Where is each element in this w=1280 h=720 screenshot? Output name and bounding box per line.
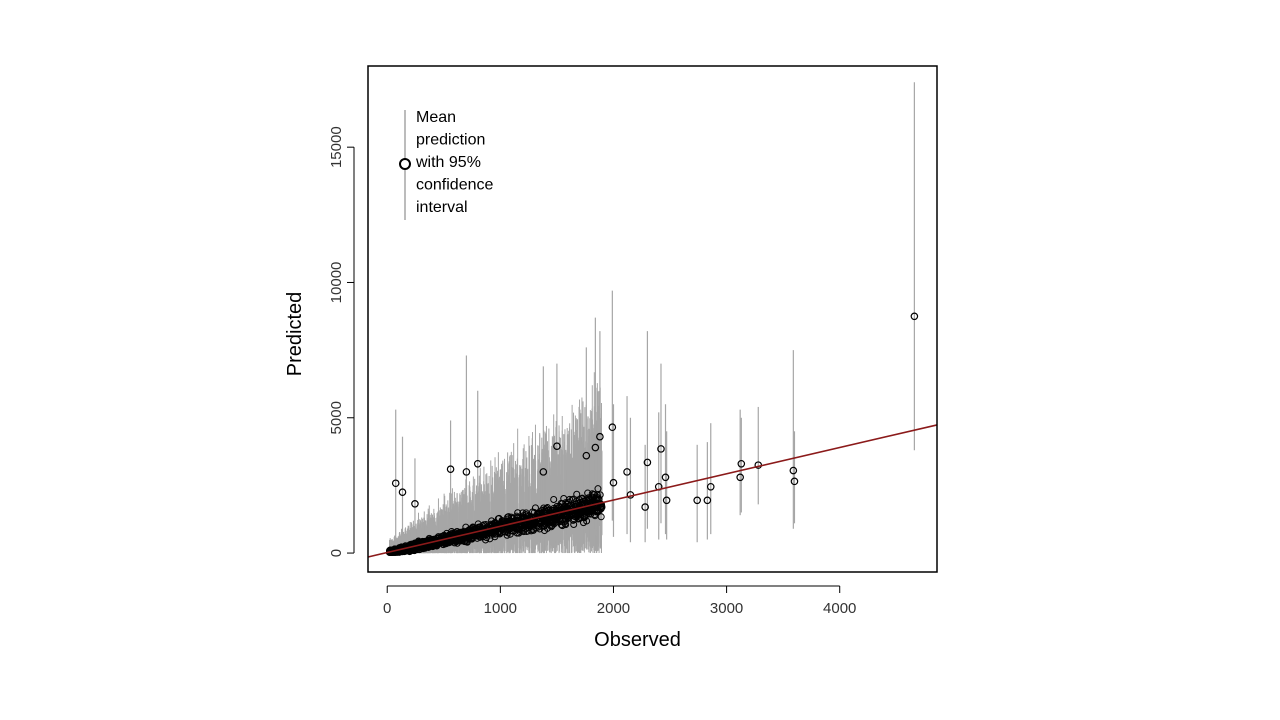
data-point [513,512,521,520]
data-point [609,478,618,487]
data-point [442,537,450,545]
data-point [597,513,605,521]
data-point [643,458,652,467]
data-point [582,451,591,460]
data-point [539,468,548,476]
x-tick-label: 0 [383,600,391,617]
data-point [446,465,455,473]
data-point [587,510,595,518]
data-point [462,468,471,476]
data-point [468,525,476,533]
data-point [504,525,512,533]
data-point [588,493,596,501]
data-point [576,496,584,504]
data-point [500,527,508,535]
fit-line-group [367,424,938,558]
x-tick-label: 3000 [710,600,743,617]
data-point [789,466,798,475]
data-point [391,479,400,488]
data-point [556,502,564,510]
data-point [641,503,649,511]
data-point [703,496,712,505]
data-point [736,473,744,482]
data-point [522,511,530,519]
data-point [589,503,597,511]
data-point [515,525,523,533]
data-point [623,468,631,476]
legend-text-line: Mean [416,109,456,126]
data-point [482,520,490,528]
data-point [591,443,600,452]
x-tick-label: 4000 [823,600,856,617]
confidence-intervals [388,82,915,554]
y-tick-label: 15000 [328,126,345,168]
data-point [552,518,560,526]
data-point [492,530,500,538]
y-tick-label: 5000 [328,401,345,434]
data-point [594,485,602,493]
data-point [560,502,568,510]
data-point [566,495,574,503]
data-point [693,496,701,505]
x-tick-label: 2000 [597,600,630,617]
data-point [529,526,537,534]
data-point [398,488,407,496]
legend: Mean prediction with 95% confidence interval [399,109,493,220]
data-point [504,513,512,521]
data-point [608,423,617,432]
data-point [910,312,919,321]
data-point [662,496,671,505]
data-point [530,508,538,516]
data-point [553,442,561,450]
data-point [706,482,715,491]
legend-text-line: interval [416,199,468,216]
data-point [573,490,581,498]
data-point [447,535,455,543]
y-axis-title: Predicted [284,292,306,377]
data-point [474,532,482,540]
data-point [446,532,454,540]
data-point [550,496,558,504]
data-point [540,522,548,530]
data-point [508,527,516,535]
data-point [562,521,570,529]
data-point [474,520,482,528]
x-axis-title: Observed [594,629,681,651]
data-point [570,520,578,528]
data-point [514,509,522,517]
data-point [790,477,799,486]
x-tick-label: 1000 [484,600,517,617]
axes: 0 1000 2000 3000 4000 0 5000 10000 15000 [328,126,856,617]
data-point [737,459,746,468]
data-point [523,528,531,536]
data-point [572,500,580,508]
data-point [549,519,557,527]
data-point [564,502,572,510]
plot-frame [367,65,938,573]
data-point [463,538,471,546]
legend-text-line: confidence [416,177,493,194]
data-point [591,511,599,519]
data-point [589,507,597,515]
data-point [568,496,576,504]
data-point [456,530,464,538]
data-point [574,511,582,519]
data-point [473,459,482,468]
legend-text-line: prediction [416,132,485,149]
data-point [596,432,604,441]
data-point [657,445,665,453]
y-tick-label: 10000 [328,262,345,304]
data-point [541,506,549,514]
data-point [579,505,587,513]
y-tick-label: 0 [328,549,345,557]
fit-line [367,424,938,558]
legend-text-line: with 95% [415,154,481,171]
data-point [661,473,670,482]
data-point [411,500,419,508]
legend-point-sample [399,158,411,170]
